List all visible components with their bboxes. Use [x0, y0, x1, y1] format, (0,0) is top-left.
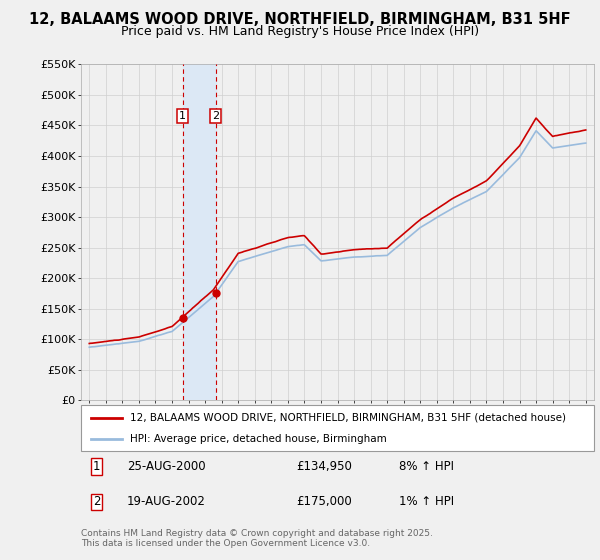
Text: £175,000: £175,000	[296, 496, 352, 508]
Text: 1: 1	[179, 111, 186, 122]
Text: 1% ↑ HPI: 1% ↑ HPI	[399, 496, 454, 508]
Text: 25-AUG-2000: 25-AUG-2000	[127, 460, 206, 473]
Text: 1: 1	[92, 460, 100, 473]
Text: Price paid vs. HM Land Registry's House Price Index (HPI): Price paid vs. HM Land Registry's House …	[121, 25, 479, 38]
Text: £134,950: £134,950	[296, 460, 352, 473]
FancyBboxPatch shape	[81, 405, 594, 451]
Text: 12, BALAAMS WOOD DRIVE, NORTHFIELD, BIRMINGHAM, B31 5HF: 12, BALAAMS WOOD DRIVE, NORTHFIELD, BIRM…	[29, 12, 571, 27]
Text: 8% ↑ HPI: 8% ↑ HPI	[399, 460, 454, 473]
Text: 2: 2	[212, 111, 219, 122]
Bar	[183, 64, 215, 400]
Text: Contains HM Land Registry data © Crown copyright and database right 2025.
This d: Contains HM Land Registry data © Crown c…	[81, 529, 433, 548]
Text: 19-AUG-2002: 19-AUG-2002	[127, 496, 206, 508]
Text: 12, BALAAMS WOOD DRIVE, NORTHFIELD, BIRMINGHAM, B31 5HF (detached house): 12, BALAAMS WOOD DRIVE, NORTHFIELD, BIRM…	[130, 413, 566, 423]
Text: HPI: Average price, detached house, Birmingham: HPI: Average price, detached house, Birm…	[130, 435, 386, 444]
Text: 2: 2	[92, 496, 100, 508]
